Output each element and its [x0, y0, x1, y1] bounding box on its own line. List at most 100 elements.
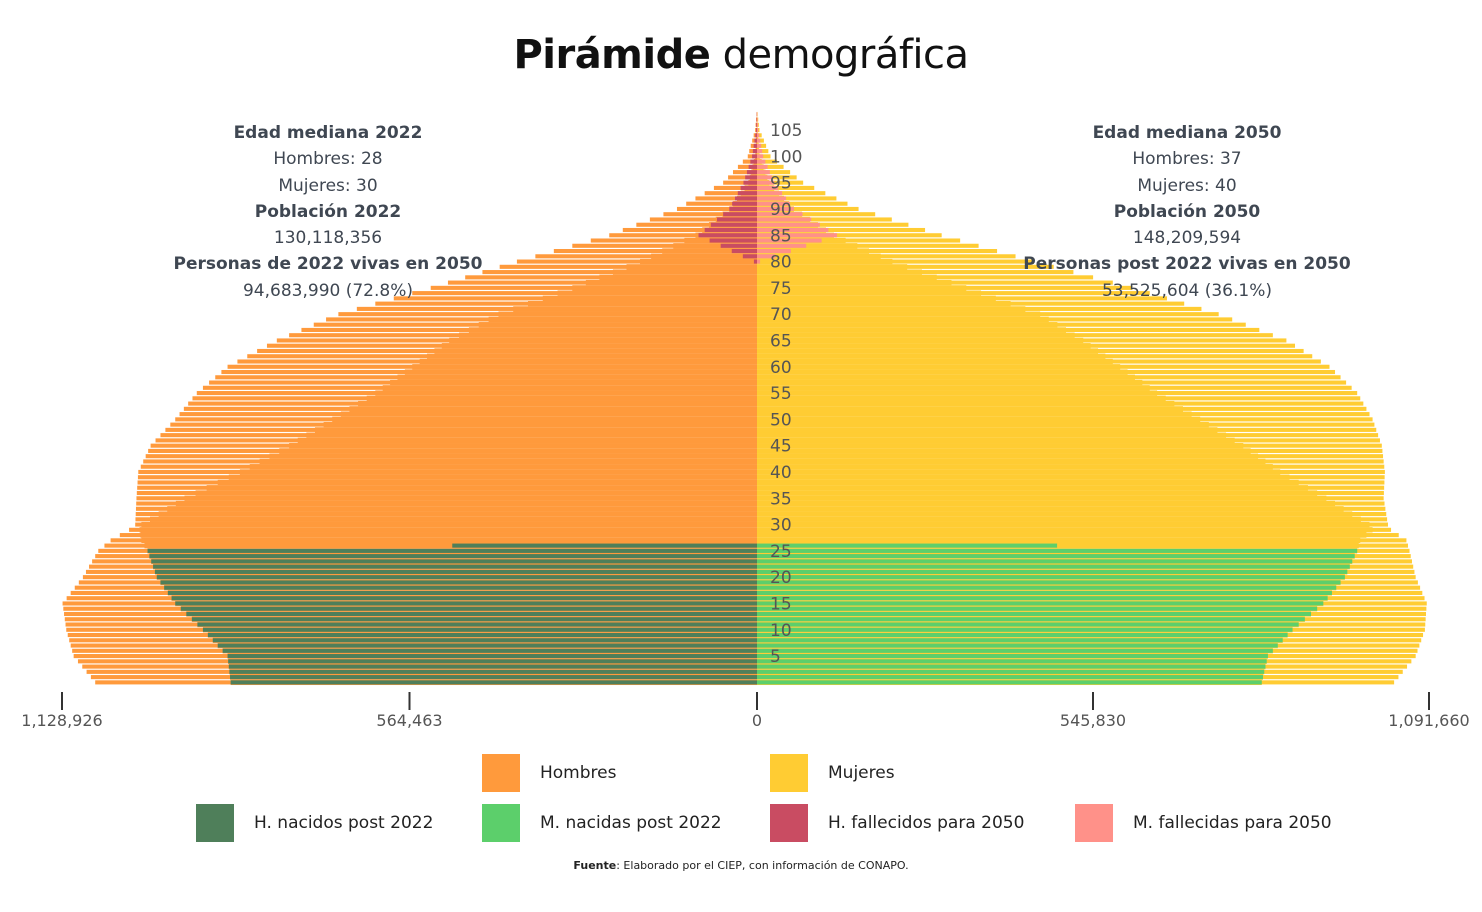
bar-hombres-2050	[468, 327, 757, 333]
bar-m-nacidas	[757, 675, 1263, 680]
legend-hombres[interactable]: Hombres	[482, 754, 616, 792]
alive-value-2050: 53,525,604 (36.1%)	[1101, 280, 1272, 301]
bar-m-nacidas	[757, 590, 1332, 595]
bar-mujeres-2050	[757, 264, 908, 270]
legend-swatch	[770, 804, 808, 842]
bar-h-fallecidos	[756, 122, 757, 127]
median-age-heading-2050: Edad mediana 2050	[1092, 123, 1282, 143]
bar-m-fallecidas	[757, 133, 760, 138]
bar-h-nacidos	[230, 680, 757, 685]
bar-mujeres-2050	[757, 327, 1067, 333]
bar-m-fallecidas	[757, 254, 776, 259]
age-tick-label: 45	[770, 437, 792, 457]
x-tick-label: 545,830	[1060, 711, 1126, 730]
bar-hombres-2050	[441, 343, 757, 349]
stats-2050: Edad mediana 2050 Hombres: 37 Mujeres: 4…	[977, 120, 1397, 304]
legend-h-fallecidos[interactable]: H. fallecidos para 2050	[770, 804, 1024, 842]
bars-overlay	[147, 112, 1358, 685]
bar-hombres-2050	[332, 416, 757, 423]
bar-hombres-2050	[375, 390, 757, 396]
bar-h-fallecidos	[716, 217, 757, 222]
bar-mujeres-2050	[757, 443, 1244, 449]
age-tick-label: 40	[770, 463, 792, 483]
chart-title: Pirámide demográfica	[0, 32, 1482, 78]
bar-m-nacidas	[757, 575, 1345, 580]
title-bold: Pirámide	[513, 32, 711, 78]
bar-mujeres-2050	[757, 474, 1290, 480]
bar-mujeres-2050	[757, 385, 1150, 391]
bar-m-nacidas	[757, 617, 1305, 622]
age-tick-label: 95	[770, 174, 792, 194]
population-value-2050: 148,209,594	[1132, 228, 1242, 249]
bar-hombres-2050	[488, 316, 757, 323]
bar-mujeres-2050	[757, 301, 1011, 307]
source-rest: : Elaborado por el CIEP, con información…	[616, 859, 909, 872]
bar-hombres-2022	[590, 238, 757, 243]
bar-m-fallecidas	[757, 175, 773, 180]
bar-mujeres-2050	[757, 322, 1058, 328]
bar-hombres-2050	[184, 495, 757, 501]
age-tick-label: 35	[770, 489, 792, 509]
legend-h-nacidos[interactable]: H. nacidos post 2022	[196, 804, 433, 842]
bar-h-nacidos	[230, 675, 757, 680]
legend-m-fallecidas[interactable]: M. fallecidas para 2050	[1075, 804, 1332, 842]
bar-m-nacidas	[757, 554, 1355, 559]
bar-h-fallecidos	[709, 238, 757, 243]
age-tick-label: 100	[770, 147, 802, 167]
bar-hombres-2050	[314, 427, 757, 433]
population-heading-2050: Población 2050	[1113, 201, 1261, 222]
bar-hombres-2050	[149, 516, 758, 522]
bar-m-fallecidas	[757, 154, 764, 159]
bar-hombres-2050	[206, 485, 757, 491]
bar-h-fallecidos	[752, 149, 757, 154]
bar-mujeres-2022	[757, 133, 762, 138]
bar-mujeres-2050	[757, 437, 1235, 444]
bar-m-nacidas	[757, 611, 1312, 617]
bar-mujeres-2022	[757, 149, 769, 154]
bar-h-fallecidos	[745, 175, 757, 180]
bar-hombres-2022	[737, 164, 757, 169]
bar-mujeres-2022	[757, 170, 791, 175]
bar-hombres-2050	[513, 306, 757, 312]
age-tick-label: 90	[770, 200, 792, 220]
bar-mujeres-2050	[757, 458, 1266, 465]
legend-label: H. fallecidos para 2050	[828, 813, 1025, 833]
bar-hombres-2022	[649, 217, 757, 222]
bar-hombres-2050	[434, 348, 757, 354]
bar-m-nacidas	[757, 627, 1293, 632]
bar-hombres-2050	[139, 527, 757, 533]
bar-h-nacidos	[180, 606, 757, 611]
bar-h-nacidos	[154, 569, 757, 574]
bar-hombres-2050	[382, 385, 757, 391]
bar-h-nacidos	[222, 648, 757, 653]
bar-hombres-2050	[141, 537, 757, 544]
bar-h-nacidos	[164, 585, 757, 590]
bar-hombres-2050	[390, 379, 757, 386]
bar-mujeres-2022	[757, 180, 804, 185]
bar-mujeres-2050	[757, 364, 1121, 370]
bar-mujeres-2050	[757, 343, 1091, 349]
bar-mujeres-2050	[757, 485, 1308, 491]
bar-m-fallecidas	[757, 164, 768, 169]
bar-mujeres-2050	[757, 516, 1361, 522]
bar-mujeres-2022	[757, 143, 767, 148]
median-men-2022: Hombres: 28	[273, 149, 383, 170]
source-note: Fuente: Elaborado por el CIEP, con infor…	[0, 859, 1482, 872]
bar-mujeres-2050	[757, 243, 858, 249]
legend-m-nacidas[interactable]: M. nacidas post 2022	[482, 804, 722, 842]
legend-label: M. fallecidas para 2050	[1133, 813, 1332, 833]
legend-swatch	[770, 754, 808, 792]
bar-mujeres-2022	[757, 185, 815, 190]
bar-m-nacidas	[757, 622, 1299, 627]
age-tick-label: 65	[770, 332, 792, 352]
bar-hombres-2050	[279, 448, 757, 454]
bar-h-nacidos	[186, 611, 757, 617]
legend-mujeres[interactable]: Mujeres	[770, 754, 895, 792]
bar-m-fallecidas	[757, 206, 794, 212]
bar-mujeres-2050	[757, 248, 870, 254]
bar-h-nacidos	[167, 590, 758, 595]
bar-m-nacidas	[757, 669, 1265, 674]
alive-heading-2050: Personas post 2022 vivas en 2050	[1023, 254, 1351, 275]
bar-hombres-2050	[599, 274, 757, 281]
